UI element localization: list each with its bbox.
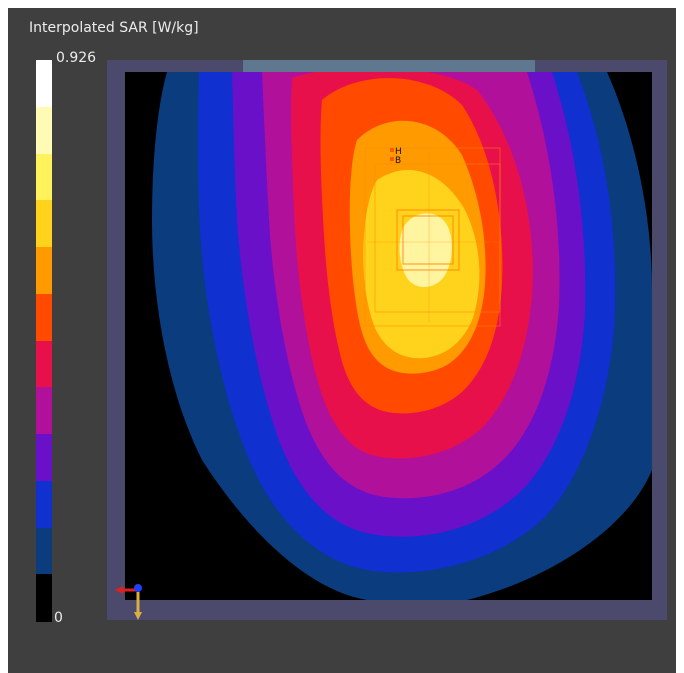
legend-color-step (36, 293, 52, 341)
legend-color-step (36, 527, 52, 575)
legend-color-step (36, 434, 52, 482)
legend-color-step (36, 247, 52, 295)
legend-color-step (36, 106, 52, 154)
axis-triad (115, 584, 142, 620)
legend-color-step (36, 480, 52, 528)
legend-color-step (36, 387, 52, 435)
sar-contours (152, 72, 652, 600)
color-scale-legend (36, 60, 52, 622)
legend-color-step (36, 340, 52, 388)
y-axis-head (134, 612, 142, 620)
sar-contour-plot[interactable]: H B (107, 60, 667, 620)
legend-title: Interpolated SAR [W/kg] (29, 20, 199, 36)
plot-top-strip (243, 60, 535, 72)
legend-max-label: 0.926 (56, 50, 97, 66)
legend-color-step (36, 200, 52, 248)
legend-color-step (36, 574, 52, 622)
z-axis-dot (134, 584, 142, 592)
probe-label-h: H (395, 147, 402, 157)
x-axis-head (115, 586, 123, 594)
legend-color-step (36, 60, 52, 108)
legend-color-step (36, 153, 52, 201)
legend-min-label: 0 (54, 610, 63, 626)
sar-contour-band (399, 213, 452, 287)
probe-marker: H B (364, 147, 501, 327)
probe-label-b: B (395, 156, 401, 166)
